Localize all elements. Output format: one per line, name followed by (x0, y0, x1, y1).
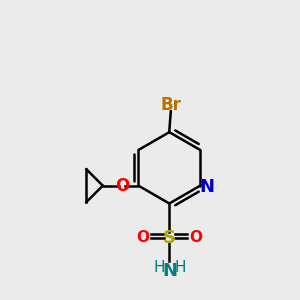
Text: H: H (154, 260, 165, 275)
Text: O: O (189, 230, 202, 245)
Text: O: O (115, 177, 129, 195)
Text: S: S (163, 229, 176, 247)
Text: Br: Br (160, 95, 181, 113)
Text: O: O (137, 230, 150, 245)
Text: N: N (162, 262, 177, 280)
Text: H: H (175, 260, 186, 275)
Text: N: N (199, 178, 214, 196)
